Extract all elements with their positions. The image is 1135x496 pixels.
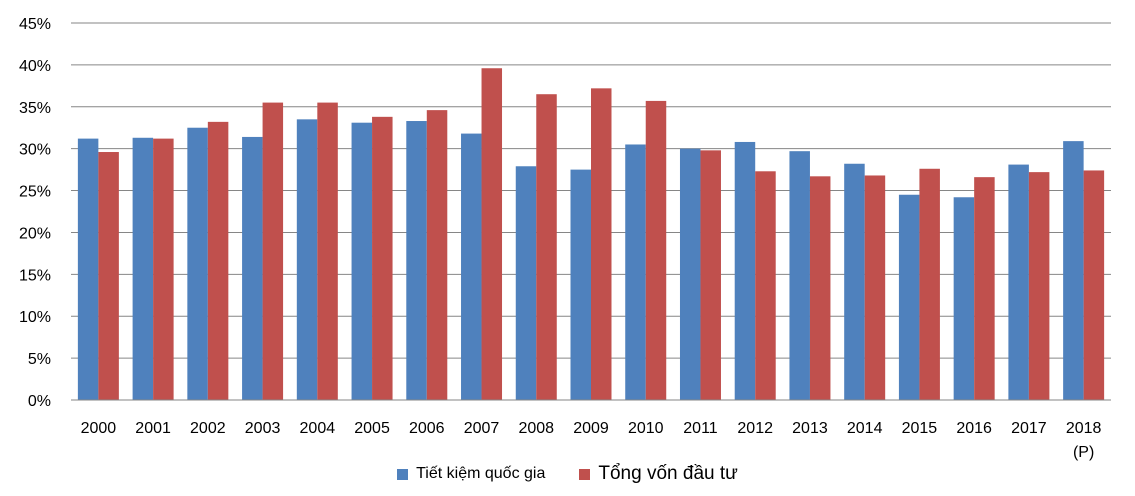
- legend-swatch-series-1: [397, 468, 409, 480]
- y-tick-label: 35%: [19, 100, 51, 117]
- x-tick-label: 2015: [902, 420, 938, 437]
- bar-tiet-kiem-2009: [570, 169, 591, 400]
- bar-tiet-kiem-2004: [296, 119, 318, 400]
- bar-tong-von-2010: [645, 100, 667, 400]
- x-tick-label: 2008: [518, 420, 554, 437]
- bar-tiet-kiem-2017: [1008, 164, 1029, 400]
- bar-tong-von-2002: [207, 121, 229, 400]
- bar-tong-von-2017: [1028, 172, 1050, 400]
- y-tick-label: 0%: [28, 393, 51, 410]
- bar-tong-von-2009: [591, 88, 612, 400]
- x-tick-label: 2012: [737, 420, 773, 437]
- bar-tong-von-2016: [974, 177, 995, 400]
- bar-tong-von-2014: [864, 175, 886, 400]
- bar-tiet-kiem-2011: [679, 148, 701, 400]
- y-tick-label: 30%: [19, 142, 51, 159]
- legend-label-series-1: Tiết kiệm quốc gia: [416, 465, 546, 482]
- bar-tiet-kiem-2015: [898, 194, 920, 400]
- bar-tong-von-2005: [372, 116, 393, 400]
- x-tick-label: 2001: [135, 420, 171, 437]
- bar-tong-von-2018: [1083, 170, 1105, 400]
- legend-item-series-1: Tiết kiệm quốc gia: [397, 465, 545, 483]
- bar-tiet-kiem-2005: [351, 122, 373, 400]
- x-tick-label: 2016: [956, 420, 992, 437]
- bar-tong-von-2013: [809, 176, 831, 400]
- legend: Tiết kiệm quốc gia Tổng vốn đầu tư: [0, 463, 1135, 485]
- y-tick-label: 45%: [19, 16, 51, 33]
- x-tick-label: 2018: [1066, 420, 1102, 437]
- bar-tong-von-2008: [536, 94, 557, 400]
- bar-tong-von-2001: [153, 138, 174, 400]
- x-axis-ticks: 2000 2001 2002 2003 2004 2005 2006 2007 2008 2009…: [81, 420, 1102, 461]
- bar-tiet-kiem-2002: [187, 127, 208, 400]
- bar-tong-von-2007: [481, 68, 503, 401]
- x-tick-label: 2007: [464, 420, 500, 437]
- bar-tong-von-2011: [700, 150, 721, 400]
- legend-swatch-series-2: [579, 468, 591, 480]
- bar-tiet-kiem-2012: [734, 141, 756, 400]
- bar-tiet-kiem-2016: [953, 197, 975, 400]
- x-tick-label: 2004: [300, 420, 336, 437]
- bar-tong-von-2015: [919, 168, 940, 400]
- y-tick-label: 10%: [19, 309, 51, 326]
- x-tick-label: 2013: [792, 420, 828, 437]
- bar-tiet-kiem-2001: [132, 137, 154, 400]
- bar-tiet-kiem-2018: [1063, 141, 1084, 401]
- x-tick-label: 2010: [628, 420, 664, 437]
- bars: [77, 68, 1105, 401]
- bar-tiet-kiem-2000: [77, 138, 99, 400]
- bar-tong-von-2006: [426, 110, 448, 400]
- legend-item-series-2: Tổng vốn đầu tư: [579, 463, 738, 485]
- x-tick-sublabel: (P): [1073, 444, 1094, 461]
- x-tick-label: 2000: [81, 420, 117, 437]
- legend-label-series-2: Tổng vốn đầu tư: [598, 463, 738, 484]
- y-tick-label: 25%: [19, 184, 51, 201]
- bar-tong-von-2000: [98, 152, 119, 400]
- y-axis-ticks: 0% 5% 10% 15% 20% 25% 30% 35% 40% 45%: [19, 16, 51, 410]
- x-tick-label: 2006: [409, 420, 445, 437]
- bar-tiet-kiem-2008: [515, 166, 537, 400]
- y-tick-label: 15%: [19, 267, 51, 284]
- bar-tiet-kiem-2006: [406, 121, 427, 401]
- x-tick-label: 2014: [847, 420, 883, 437]
- x-tick-label: 2017: [1011, 420, 1047, 437]
- x-tick-label: 2003: [245, 420, 281, 437]
- y-tick-label: 5%: [28, 351, 51, 368]
- x-tick-label: 2002: [190, 420, 226, 437]
- bar-tong-von-2004: [317, 102, 338, 400]
- y-tick-label: 20%: [19, 225, 51, 242]
- bar-tiet-kiem-2007: [461, 133, 482, 400]
- x-tick-label: 2009: [573, 420, 609, 437]
- y-tick-label: 40%: [19, 58, 51, 75]
- bar-tong-von-2012: [755, 171, 776, 400]
- bar-chart: 0%5%10%15%20%25%30%35%40%45% 2000 2001 200…: [19, 16, 1111, 461]
- bar-tiet-kiem-2013: [789, 151, 810, 400]
- bar-tiet-kiem-2010: [625, 144, 646, 400]
- x-tick-label: 2011: [683, 420, 718, 437]
- x-tick-label: 2005: [354, 420, 390, 437]
- bar-tiet-kiem-2003: [242, 136, 263, 400]
- bar-tong-von-2003: [262, 102, 284, 400]
- bar-tiet-kiem-2014: [844, 163, 865, 400]
